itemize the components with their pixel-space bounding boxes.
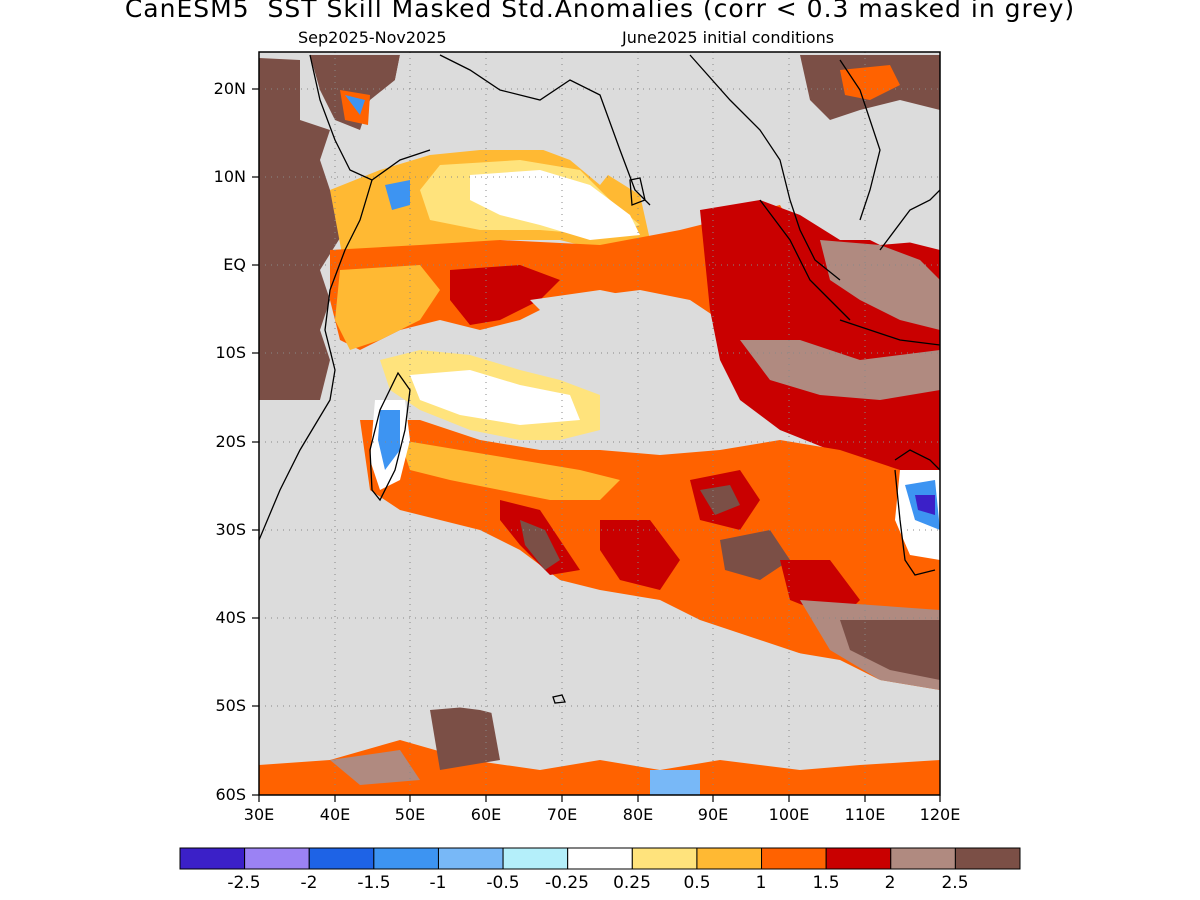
colorbar-label: -0.25 (545, 873, 589, 893)
anomaly-patch (259, 740, 940, 795)
lat-label-20n: 20N (213, 79, 246, 98)
anomaly-patch (820, 240, 940, 330)
lon-label-80e: 80E (622, 805, 654, 824)
colorbar-swatch (308, 847, 375, 870)
land-patch (645, 55, 800, 200)
lat-label-50s: 50S (215, 696, 246, 715)
colorbar-label: 0.5 (683, 873, 711, 893)
colorbar-label: 0.25 (613, 873, 651, 893)
anomaly-patch (650, 770, 700, 795)
lat-label-30s: 30S (215, 520, 246, 539)
anomaly-patch (520, 520, 560, 570)
lat-label-eq: EQ (223, 255, 246, 274)
kerguelen-coast (552, 694, 566, 704)
anomaly-patch (378, 410, 400, 470)
lon-label-40e: 40E (319, 805, 351, 824)
axis-ticks (252, 88, 941, 802)
plot-frame (258, 51, 941, 796)
lon-label-120e: 120E (919, 805, 961, 824)
arabia-india-coast (439, 54, 651, 206)
anomaly-patch (600, 520, 680, 590)
borneo-coast (879, 189, 940, 251)
anomaly-patch (259, 58, 345, 400)
mask-patch (259, 540, 940, 745)
mask-patch (259, 400, 370, 540)
lon-label-70e: 70E (546, 805, 578, 824)
bay-coast (689, 54, 841, 281)
colorbar-swatch (567, 847, 633, 870)
land-patch (830, 110, 940, 245)
lat-label-10n: 10N (213, 167, 246, 186)
colorbar-label: -1 (429, 873, 447, 893)
australia-coast (894, 449, 940, 576)
lat-label-10s: 10S (215, 343, 246, 362)
init-conditions-subtitle: June2025 initial conditions (622, 28, 835, 47)
lat-label-20s: 20S (215, 432, 246, 451)
colorbar-swatch (502, 847, 569, 870)
srilanka-coast (629, 177, 646, 206)
colorbar-swatch (437, 847, 504, 870)
anomaly-patch (400, 440, 620, 500)
anomaly-patch (450, 265, 560, 325)
madagascar-coast (369, 371, 411, 502)
lon-label-30e: 30E (243, 805, 275, 824)
colorbar-label: 1 (755, 873, 767, 893)
lat-label-60s: 60S (215, 785, 246, 804)
lat-label-40s: 40S (215, 608, 246, 627)
africa-coast (259, 179, 373, 541)
colorbar-swatch (696, 847, 763, 870)
land-patch (395, 55, 660, 185)
anomaly-patch (430, 705, 500, 770)
colorbar-label: -2 (300, 873, 318, 893)
java-coast (839, 319, 940, 346)
anomaly-patch (470, 170, 640, 240)
colorbar-swatch (631, 847, 698, 870)
map-field (259, 52, 940, 795)
anomaly-patch (700, 485, 740, 515)
anomaly-patch (915, 495, 935, 515)
colorbar (179, 847, 1021, 870)
lon-label-110e: 110E (844, 805, 886, 824)
anomaly-patch (335, 265, 440, 350)
colorbar-swatch (179, 847, 246, 870)
figure-title: CanESM5 SST Skill Masked Std.Anomalies (… (124, 0, 1076, 23)
colorbar-swatch (825, 847, 892, 870)
anomaly-patch (740, 340, 940, 400)
colorbar-label: -2.5 (227, 873, 261, 893)
season-subtitle: Sep2025-Nov2025 (298, 28, 447, 47)
coastlines (259, 54, 940, 704)
colorbar-label: -1.5 (357, 873, 391, 893)
lon-label-60e: 60E (470, 805, 502, 824)
anomaly-patch (345, 95, 365, 115)
colorbar-swatch (373, 847, 439, 870)
lon-label-100e: 100E (768, 805, 810, 824)
anomaly-patch (840, 65, 900, 100)
colorbar-swatch (244, 847, 310, 870)
anomaly-patch (330, 750, 420, 785)
indochina-coast (839, 59, 881, 221)
lon-label-90e: 90E (697, 805, 729, 824)
africa-coast (309, 54, 431, 181)
colorbar-label: 2 (884, 873, 896, 893)
colorbar-label: 1.5 (812, 873, 840, 893)
colorbar-swatch (954, 847, 1021, 870)
colorbar-label: 2.5 (941, 873, 969, 893)
colorbar-swatch (890, 847, 956, 870)
anomaly-patch (720, 530, 790, 580)
colorbar-swatch (761, 847, 827, 870)
lon-label-50e: 50E (394, 805, 426, 824)
colorbar-label: -0.5 (486, 873, 520, 893)
mask-patch (530, 290, 760, 440)
anomaly-patch (410, 370, 580, 425)
anomaly-patch (385, 180, 410, 210)
sumatra-coast (759, 199, 851, 321)
